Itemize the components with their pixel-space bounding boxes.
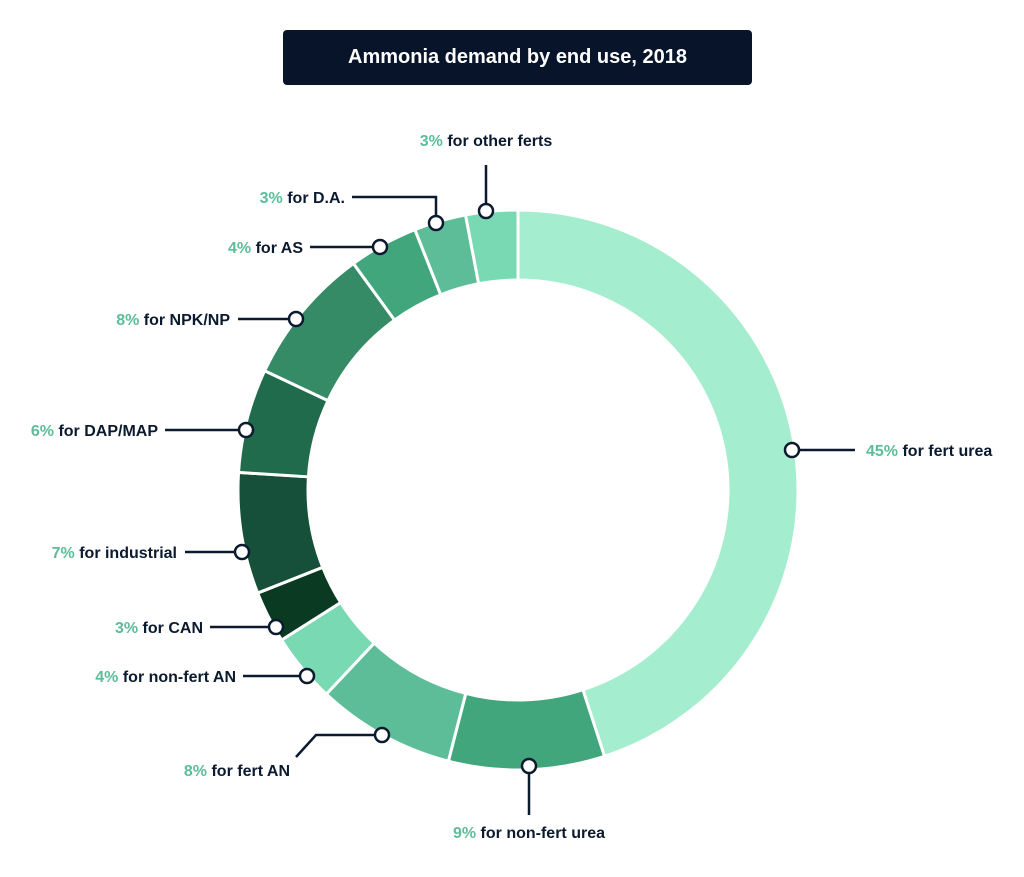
donut-slice	[516, 208, 800, 759]
leader-dot	[371, 238, 389, 256]
slice-percent: 45%	[866, 443, 898, 460]
slice-percent: 8%	[116, 312, 139, 329]
slice-percent: 3%	[260, 190, 283, 207]
slice-percent: 3%	[115, 620, 138, 637]
slice-name: for D.A.	[283, 190, 345, 207]
slice-name: for NPK/NP	[139, 312, 230, 329]
leader-dot	[477, 202, 495, 220]
slice-label: 4% for AS	[228, 240, 303, 257]
leader-dot	[298, 667, 316, 685]
slice-label: 7% for industrial	[52, 545, 177, 562]
leader-dot	[233, 543, 251, 561]
slice-percent: 4%	[95, 669, 118, 686]
slice-percent: 7%	[52, 545, 75, 562]
leader-dot	[427, 214, 445, 232]
slice-label: 8% for NPK/NP	[116, 312, 230, 329]
leader-dot	[267, 618, 285, 636]
leader-dot	[783, 441, 801, 459]
slice-name: for fert urea	[898, 443, 992, 460]
slice-label: 45% for fert urea	[866, 443, 992, 460]
leader-dot	[237, 421, 255, 439]
leader-line	[352, 195, 438, 223]
slice-percent: 4%	[228, 240, 251, 257]
slice-name: for non-fert urea	[476, 825, 605, 842]
slice-name: for CAN	[138, 620, 203, 637]
slice-label: 3% for CAN	[115, 620, 203, 637]
slice-name: for non-fert AN	[118, 669, 236, 686]
slice-percent: 6%	[31, 423, 54, 440]
chart-title: Ammonia demand by end use, 2018	[283, 30, 752, 85]
slice-percent: 9%	[453, 825, 476, 842]
slice-label: 8% for fert AN	[184, 763, 290, 780]
slice-label: 3% for D.A.	[260, 190, 345, 207]
slice-name: for AS	[251, 240, 303, 257]
slice-percent: 3%	[420, 133, 443, 150]
slice-name: for DAP/MAP	[54, 423, 158, 440]
leader-line	[295, 733, 382, 758]
slice-label: 9% for non-fert urea	[453, 825, 605, 842]
leader-dot	[287, 310, 305, 328]
slice-label: 3% for other ferts	[420, 133, 553, 150]
leader-dot	[373, 726, 391, 744]
slice-label: 4% for non-fert AN	[95, 669, 236, 686]
slice-label: 6% for DAP/MAP	[31, 423, 158, 440]
leader-dot	[520, 757, 538, 775]
slice-percent: 8%	[184, 763, 207, 780]
slice-name: for industrial	[75, 545, 177, 562]
donut-slice	[446, 687, 607, 772]
slice-name: for fert AN	[207, 763, 290, 780]
slice-name: for other ferts	[443, 133, 552, 150]
